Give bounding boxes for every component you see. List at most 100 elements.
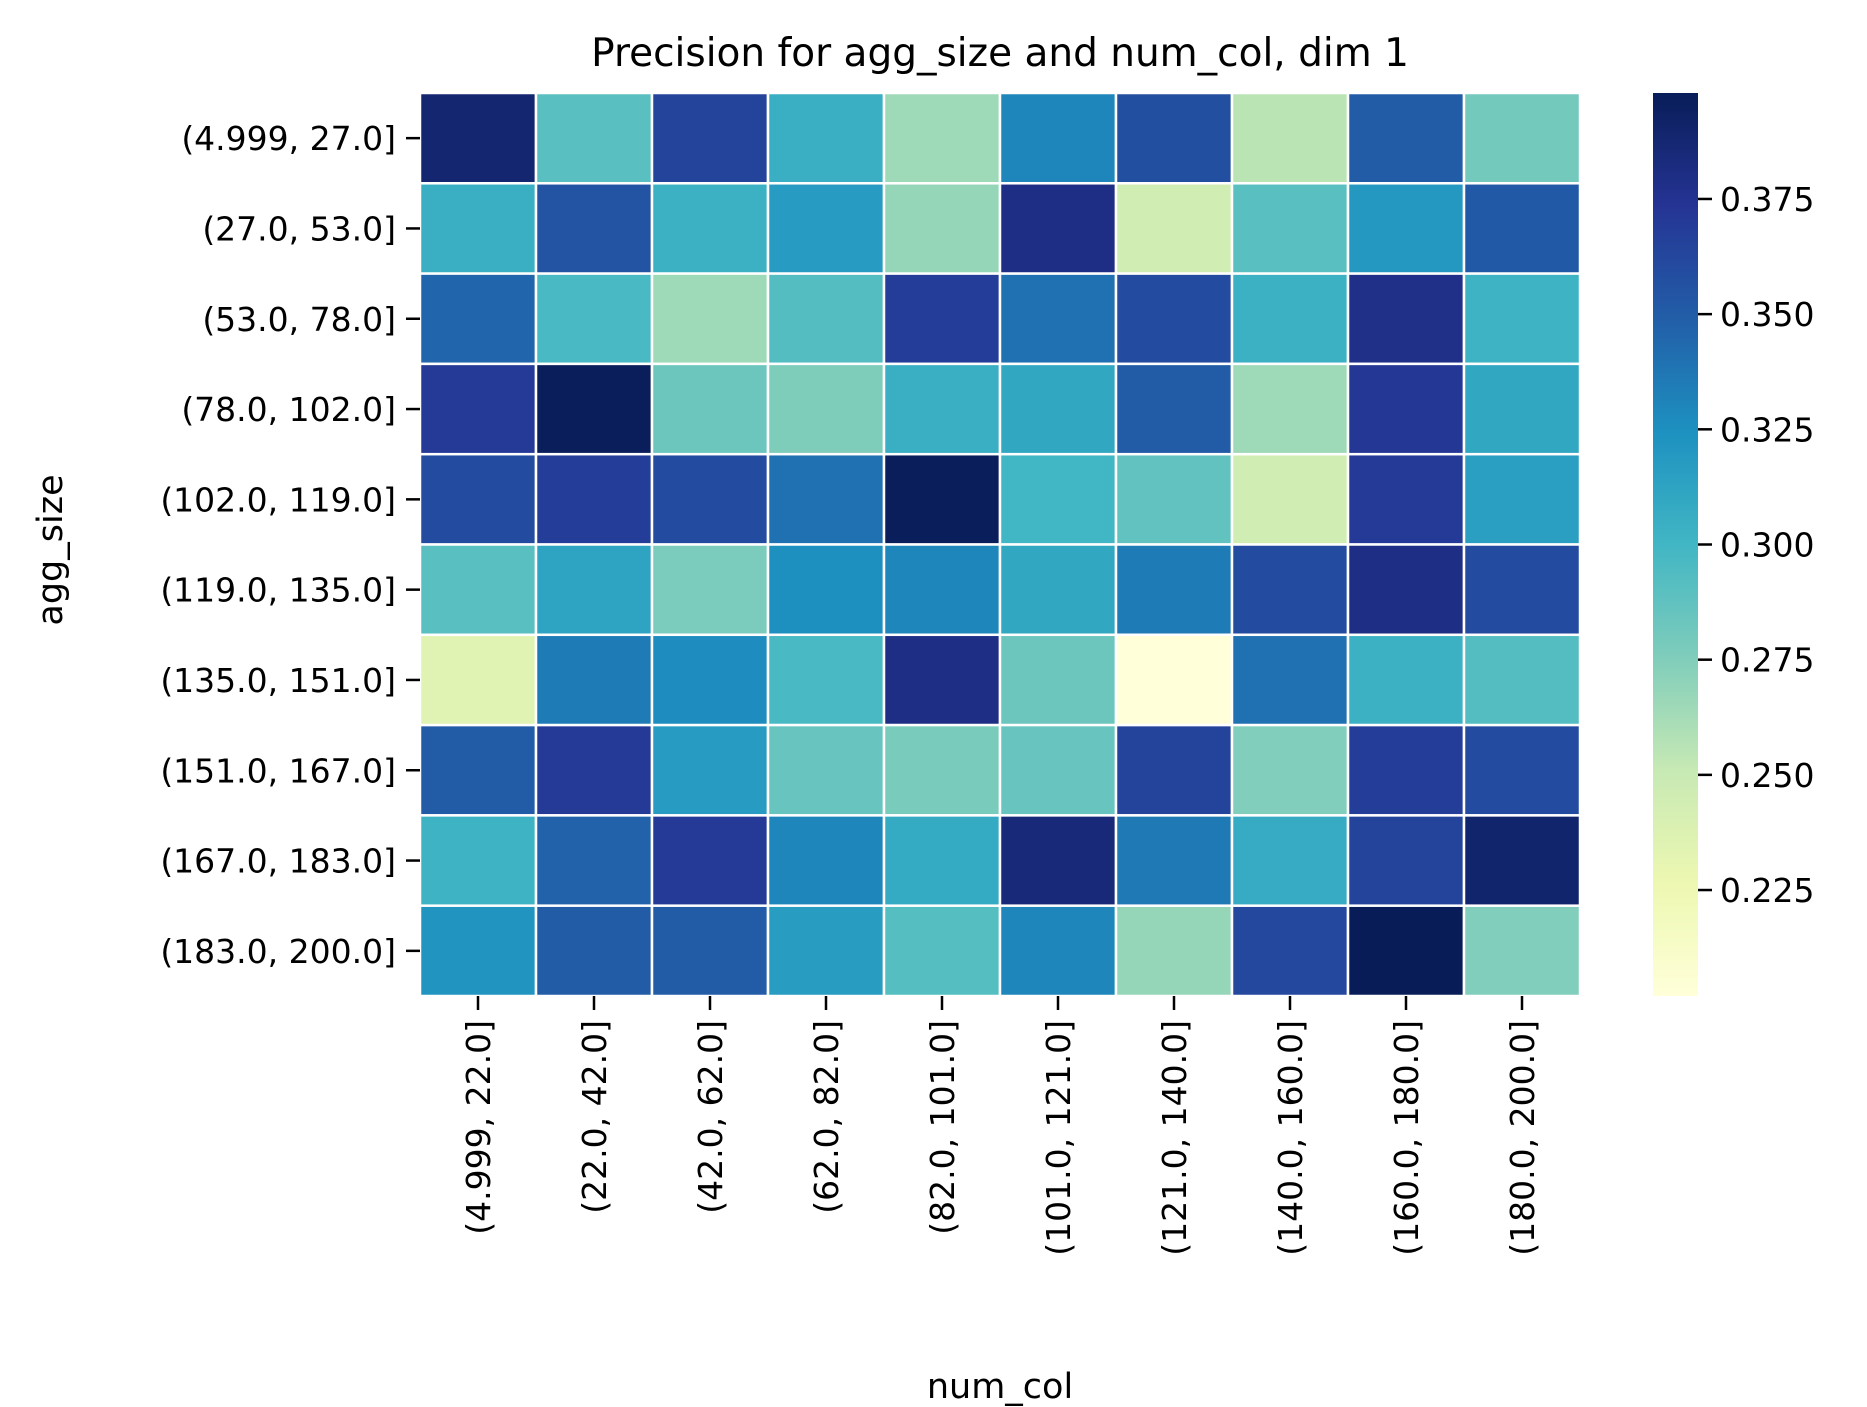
heatmap-cell xyxy=(650,91,770,185)
heatmap-cell xyxy=(1114,904,1234,998)
colorbar-tick-label: 0.225 xyxy=(1720,871,1814,910)
heatmap-cell xyxy=(1114,543,1234,637)
heatmap-cell xyxy=(534,814,654,907)
y-tick-label: (4.999, 27.0] xyxy=(181,119,396,158)
x-tick-label: (4.999, 22.0] xyxy=(459,1020,498,1235)
heatmap-cell xyxy=(1462,272,1582,366)
heatmap-cell xyxy=(998,814,1118,907)
heatmap-cell xyxy=(534,362,654,456)
heatmap-cell xyxy=(998,91,1118,185)
x-tick-label: (140.0, 160.0] xyxy=(1271,1020,1310,1256)
heatmap-cell xyxy=(766,543,886,637)
heatmap-cell xyxy=(418,272,538,366)
heatmap-cell xyxy=(1346,543,1466,637)
heatmap-cell xyxy=(1462,91,1582,185)
heatmap-cell xyxy=(1462,452,1582,546)
heatmap-cell xyxy=(766,633,886,727)
heatmap-cell xyxy=(1114,814,1234,907)
heatmap-cell xyxy=(882,452,1002,546)
colorbar-tick-label: 0.275 xyxy=(1720,641,1814,680)
x-axis-label: num_col xyxy=(927,1367,1073,1407)
heatmap-cell xyxy=(418,452,538,546)
y-tick-label: (53.0, 78.0] xyxy=(202,300,396,339)
heatmap-cell xyxy=(1230,91,1350,185)
x-axis: (4.999, 22.0] (22.0, 42.0] (42.0, 62.0] (62… xyxy=(459,996,1542,1256)
heatmap-cell xyxy=(882,904,1002,998)
heatmap-cell xyxy=(998,723,1118,817)
heatmap-cell xyxy=(418,543,538,637)
heatmap-cell xyxy=(1462,723,1582,817)
heatmap-cell xyxy=(534,272,654,366)
x-tick-label: (160.0, 180.0] xyxy=(1387,1020,1426,1256)
heatmap-cell xyxy=(418,723,538,817)
heatmap-cell xyxy=(1346,182,1466,275)
heatmap-cell xyxy=(1346,272,1466,366)
colorbar xyxy=(1653,93,1698,996)
colorbar-ticks: 0.225 0.250 0.275 0.300 0.325 0.350 0.375 xyxy=(1698,180,1814,910)
heatmap-cell xyxy=(1114,633,1234,727)
heatmap-cell xyxy=(418,362,538,456)
heatmap-cell xyxy=(1114,182,1234,275)
y-tick-label: (167.0, 183.0] xyxy=(160,842,396,881)
heatmap-cell xyxy=(766,182,886,275)
y-tick-label: (102.0, 119.0] xyxy=(160,480,396,519)
chart-title: Precision for agg_size and num_col, dim … xyxy=(591,31,1409,76)
heatmap-cell xyxy=(650,452,770,546)
heatmap-cell xyxy=(650,723,770,817)
heatmap-cell xyxy=(1346,633,1466,727)
y-tick-label: (135.0, 151.0] xyxy=(160,661,396,700)
heatmap-cell xyxy=(1230,452,1350,546)
heatmap-cell xyxy=(1230,633,1350,727)
y-tick-label: (27.0, 53.0] xyxy=(202,209,396,248)
colorbar-tick-label: 0.300 xyxy=(1720,526,1814,565)
heatmap-cell xyxy=(882,633,1002,727)
heatmap-cell xyxy=(998,633,1118,727)
heatmap-cell xyxy=(998,452,1118,546)
heatmap-cell xyxy=(1114,723,1234,817)
x-tick-label: (180.0, 200.0] xyxy=(1503,1020,1542,1256)
heatmap-cell xyxy=(1462,543,1582,637)
x-tick-label: (101.0, 121.0] xyxy=(1039,1020,1078,1256)
heatmap-cell xyxy=(766,362,886,456)
heatmap-cell xyxy=(998,904,1118,998)
heatmap-cell xyxy=(418,182,538,275)
y-axis: (4.999, 27.0] (27.0, 53.0] (53.0, 78.0] (78… xyxy=(160,119,420,971)
heatmap-cell xyxy=(1114,272,1234,366)
y-tick-label: (119.0, 135.0] xyxy=(160,571,396,610)
heatmap-cell xyxy=(998,543,1118,637)
heatmap-cell xyxy=(650,543,770,637)
heatmap-cell xyxy=(1346,814,1466,907)
heatmap-cell xyxy=(650,272,770,366)
heatmap-cell xyxy=(1462,904,1582,998)
heatmap-cell xyxy=(1230,723,1350,817)
heatmap-cell xyxy=(882,814,1002,907)
heatmap-cell xyxy=(882,723,1002,817)
heatmap-cell xyxy=(882,543,1002,637)
heatmap-cell xyxy=(418,814,538,907)
x-tick-label: (22.0, 42.0] xyxy=(575,1020,614,1214)
colorbar-tick-label: 0.250 xyxy=(1720,756,1814,795)
heatmap-cell xyxy=(418,904,538,998)
heatmap-cell xyxy=(1346,904,1466,998)
heatmap-cell xyxy=(1346,723,1466,817)
heatmap-cell xyxy=(882,362,1002,456)
heatmap-cell xyxy=(766,91,886,185)
heatmap-cell xyxy=(1346,91,1466,185)
y-tick-label: (151.0, 167.0] xyxy=(160,751,396,790)
x-tick-label: (121.0, 140.0] xyxy=(1155,1020,1194,1256)
heatmap-cell xyxy=(418,633,538,727)
heatmap-cell xyxy=(534,91,654,185)
colorbar-tick-label: 0.325 xyxy=(1720,410,1814,449)
heatmap-cell xyxy=(1114,452,1234,546)
heatmap-cell xyxy=(1230,543,1350,637)
y-axis-label: agg_size xyxy=(31,474,71,625)
heatmap-cell xyxy=(650,633,770,727)
colorbar-tick-label: 0.350 xyxy=(1720,295,1814,334)
heatmap-cell xyxy=(534,633,654,727)
heatmap-cell xyxy=(766,904,886,998)
heatmap-cell xyxy=(882,91,1002,185)
colorbar-tick-label: 0.375 xyxy=(1720,180,1814,219)
heatmap-cell xyxy=(1462,362,1582,456)
heatmap-cell xyxy=(882,182,1002,275)
